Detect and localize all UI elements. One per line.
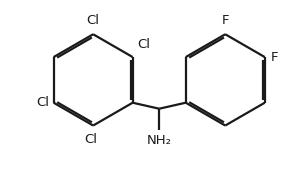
Text: Cl: Cl	[87, 14, 100, 27]
Text: Cl: Cl	[36, 96, 49, 109]
Text: Cl: Cl	[84, 133, 97, 146]
Text: F: F	[271, 51, 278, 64]
Text: Cl: Cl	[137, 38, 150, 51]
Text: F: F	[221, 14, 229, 27]
Text: NH₂: NH₂	[147, 134, 172, 147]
